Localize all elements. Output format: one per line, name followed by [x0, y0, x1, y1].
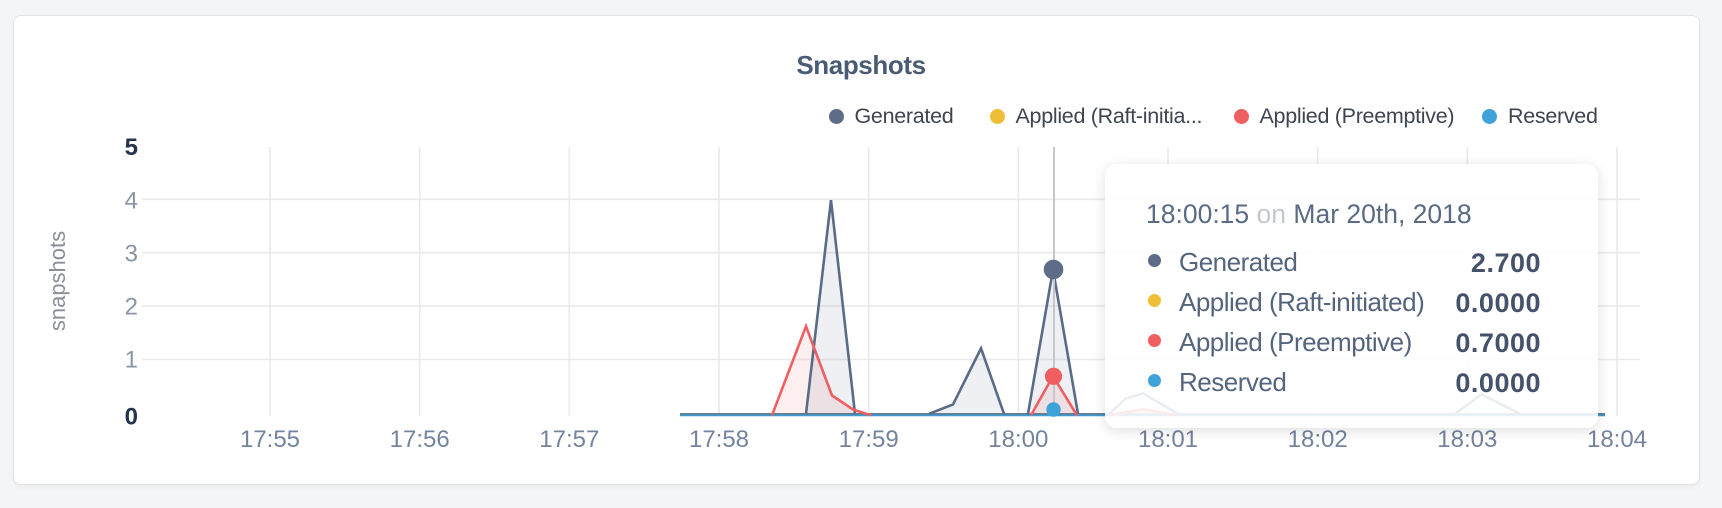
svg-text:17:59: 17:59: [839, 426, 899, 453]
svg-text:0: 0: [125, 404, 138, 431]
svg-text:3: 3: [125, 241, 138, 268]
svg-text:1: 1: [125, 347, 138, 374]
svg-text:17:57: 17:57: [539, 426, 599, 453]
svg-text:snapshots: snapshots: [45, 231, 70, 331]
svg-text:17:56: 17:56: [390, 426, 450, 453]
svg-text:5: 5: [125, 134, 138, 161]
svg-text:18:03: 18:03: [1437, 426, 1497, 453]
svg-text:18:04: 18:04: [1587, 426, 1647, 453]
svg-text:17:58: 17:58: [689, 426, 749, 453]
svg-text:18:00: 18:00: [988, 426, 1048, 453]
svg-text:18:02: 18:02: [1288, 426, 1348, 453]
svg-text:17:55: 17:55: [240, 426, 300, 453]
svg-text:4: 4: [125, 188, 138, 215]
svg-text:2: 2: [125, 294, 138, 321]
svg-text:18:01: 18:01: [1138, 426, 1198, 453]
